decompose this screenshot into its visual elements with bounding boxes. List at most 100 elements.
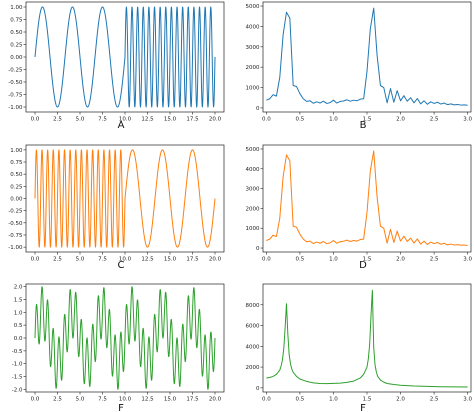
- y-tick-label: -2.0: [12, 387, 23, 393]
- series-line-A: [34, 6, 216, 108]
- x-tick-label: 0.0: [31, 257, 40, 263]
- x-tick-label: 1.5: [363, 257, 372, 263]
- x-tick-label: 1.0: [329, 397, 338, 403]
- y-tick-label: 0.00: [10, 55, 23, 61]
- x-tick-label: 10.0: [119, 397, 132, 403]
- y-tick-label: -0.75: [8, 93, 23, 99]
- x-tick-label: 0.0: [262, 117, 271, 123]
- panel-C: 0.0 2.5 5.0 7.5 10.0 12.5 15.0 17.5 20.0 -1.00 -0.…: [8, 144, 225, 271]
- x-tick-label: 15.0: [164, 117, 177, 123]
- y-tick-label: 0.50: [10, 172, 23, 178]
- y-tick-label: 0.25: [10, 43, 23, 49]
- y-tick-label: 0.75: [10, 18, 23, 24]
- x-tick-label: 2.5: [53, 117, 62, 123]
- y-tick-label: 4000: [246, 24, 260, 30]
- x-tick-label: 2.0: [396, 117, 405, 123]
- y-tick-label: 0.50: [10, 30, 23, 36]
- series-line-B: [266, 7, 468, 106]
- x-tick-label: 2.5: [53, 397, 62, 403]
- plot-frame: [262, 1, 472, 113]
- panel-B: 0.0 0.5 1.0 1.5 2.0 2.5 3.0 0 1000 2000 3000 4000 50…: [246, 1, 473, 131]
- x-tick-label: 1.5: [363, 397, 372, 403]
- x-tick-label: 1.0: [329, 117, 338, 123]
- y-tick-label: 2000: [246, 365, 260, 371]
- x-tick-label: 0.0: [31, 117, 40, 123]
- y-tick-label: 1000: [246, 86, 260, 92]
- x-tick-label: 10.0: [119, 117, 132, 123]
- y-tick-label: 1.5: [14, 297, 23, 303]
- panel-E: 0.0 2.5 5.0 7.5 10.0 12.5 15.0 17.5 20.0 -2.0 -1.5…: [12, 283, 225, 412]
- y-tick-label: -0.5: [12, 349, 23, 355]
- panel-D: 0.0 0.5 1.0 1.5 2.0 2.5 3.0 0 1000 2000 3000 4000 50…: [246, 144, 473, 271]
- x-tick-label: 2.5: [430, 257, 439, 263]
- y-tick-label: -0.75: [8, 233, 23, 239]
- x-tick-label: 2.5: [430, 117, 439, 123]
- panel-label: A: [118, 120, 125, 131]
- x-tick-label: 15.0: [164, 257, 177, 263]
- plot-frame: [262, 144, 472, 253]
- y-tick-label: -0.25: [8, 209, 23, 215]
- x-tick-label: 3.0: [463, 397, 472, 403]
- panel-label: D: [359, 260, 367, 271]
- y-tick-label: 1.00: [10, 5, 23, 11]
- y-tick-label: -0.50: [8, 80, 23, 86]
- x-tick-label: 2.0: [396, 397, 405, 403]
- series-line-F: [266, 289, 468, 388]
- y-tick-label: -1.00: [8, 105, 23, 111]
- x-tick-label: 17.5: [186, 117, 199, 123]
- panel-F: 0.0 0.5 1.0 1.5 2.0 2.5 3.0 0 2000 4000 6000 8000 F: [246, 283, 473, 412]
- x-tick-label: 20.0: [209, 257, 222, 263]
- x-tick-label: 5.0: [76, 117, 85, 123]
- y-tick-label: 0: [256, 386, 260, 392]
- x-tick-label: 2.0: [396, 257, 405, 263]
- y-tick-label: 4000: [246, 344, 260, 350]
- panel-A: 0.0 2.5 5.0 7.5 10.0 12.5 15.0 17.5 20.0 -1.00 -0.…: [8, 1, 225, 131]
- x-tick-label: 0.0: [262, 257, 271, 263]
- x-tick-label: 12.5: [141, 257, 154, 263]
- x-tick-label: 0.0: [31, 397, 40, 403]
- y-tick-label: 1000: [246, 226, 260, 232]
- plot-frame: [262, 283, 472, 393]
- x-tick-label: 1.0: [329, 257, 338, 263]
- y-tick-label: 0.00: [10, 197, 23, 203]
- y-tick-label: -1.00: [8, 245, 23, 251]
- series-line-E: [34, 286, 216, 390]
- y-tick-label: 2.0: [14, 285, 23, 291]
- x-tick-label: 10.0: [119, 257, 132, 263]
- y-tick-label: 3000: [246, 45, 260, 51]
- series-line-C: [34, 149, 216, 248]
- y-tick-label: 4000: [246, 167, 260, 173]
- y-tick-label: 5000: [246, 147, 260, 153]
- x-tick-label: 0.5: [296, 397, 305, 403]
- y-tick-label: 8000: [246, 303, 260, 309]
- panel-label: C: [118, 260, 125, 271]
- series-line-D: [266, 150, 468, 246]
- y-tick-label: -1.0: [12, 362, 23, 368]
- y-tick-label: 0.75: [10, 160, 23, 166]
- x-tick-label: 17.5: [186, 397, 199, 403]
- x-tick-label: 12.5: [141, 117, 154, 123]
- y-tick-label: 5000: [246, 4, 260, 10]
- y-tick-label: 0.25: [10, 184, 23, 190]
- x-tick-label: 5.0: [76, 397, 85, 403]
- x-tick-label: 17.5: [186, 257, 199, 263]
- x-tick-label: 20.0: [209, 397, 222, 403]
- y-tick-label: 0: [256, 246, 260, 252]
- x-tick-label: 2.5: [53, 257, 62, 263]
- x-tick-label: 0.0: [262, 397, 271, 403]
- x-tick-label: 5.0: [76, 257, 85, 263]
- y-tick-label: -1.5: [12, 375, 23, 381]
- y-tick-label: 0: [256, 106, 260, 112]
- y-tick-label: 1.00: [10, 148, 23, 154]
- x-tick-label: 7.5: [98, 257, 107, 263]
- panel-label: F: [118, 403, 124, 412]
- y-tick-label: -0.50: [8, 221, 23, 227]
- x-tick-label: 3.0: [463, 117, 472, 123]
- x-tick-label: 0.5: [296, 257, 305, 263]
- y-tick-label: -0.25: [8, 68, 23, 74]
- x-tick-label: 0.5: [296, 117, 305, 123]
- x-tick-label: 1.5: [363, 117, 372, 123]
- panel-label: B: [360, 120, 367, 131]
- y-tick-label: 0.0: [14, 336, 23, 342]
